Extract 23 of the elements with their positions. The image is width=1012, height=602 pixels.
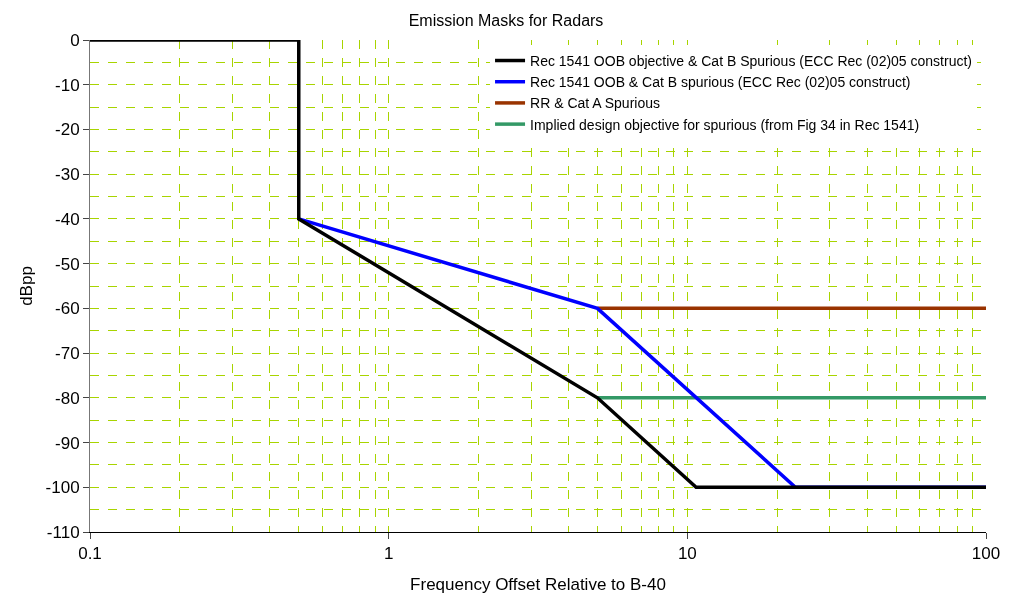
x-tick-label: 10 xyxy=(677,544,697,564)
y-tick-label: -10 xyxy=(55,75,80,95)
y-tick-label: -50 xyxy=(55,254,80,274)
y-tick-label: -30 xyxy=(55,165,80,185)
y-axis-title: dBpp xyxy=(17,266,37,306)
legend-label: RR & Cat A Spurious xyxy=(530,95,660,112)
x-tick-label: 100 xyxy=(971,544,1001,564)
y-tick-label: -100 xyxy=(45,478,80,498)
legend-label: Implied design objective for spurious (from Fig 34 in Rec 1541) xyxy=(530,116,920,133)
y-tick-label: -110 xyxy=(46,522,80,542)
y-tick-label: -70 xyxy=(55,344,80,364)
legend-label: Rec 1541 OOB objective & Cat B Spurious (ECC Rec (02)05 construct) xyxy=(530,52,973,69)
y-tick-label: -20 xyxy=(55,120,80,140)
x-axis-title: Frequency Offset Relative to B-40 xyxy=(410,574,666,594)
y-tick-label: 0 xyxy=(70,30,80,50)
y-tick-label: -90 xyxy=(55,433,80,453)
y-tick-label: -80 xyxy=(55,388,80,408)
y-tick-label: -60 xyxy=(55,299,80,319)
legend-label: Rec 1541 OOB & Cat B spurious (ECC Rec (02)05 construct) xyxy=(530,74,911,91)
x-tick-label: 1 xyxy=(383,544,394,564)
x-tick-label: 0.1 xyxy=(78,544,102,564)
y-tick-label: -40 xyxy=(55,209,80,229)
chart-title: Emission Masks for Radars xyxy=(408,12,604,30)
